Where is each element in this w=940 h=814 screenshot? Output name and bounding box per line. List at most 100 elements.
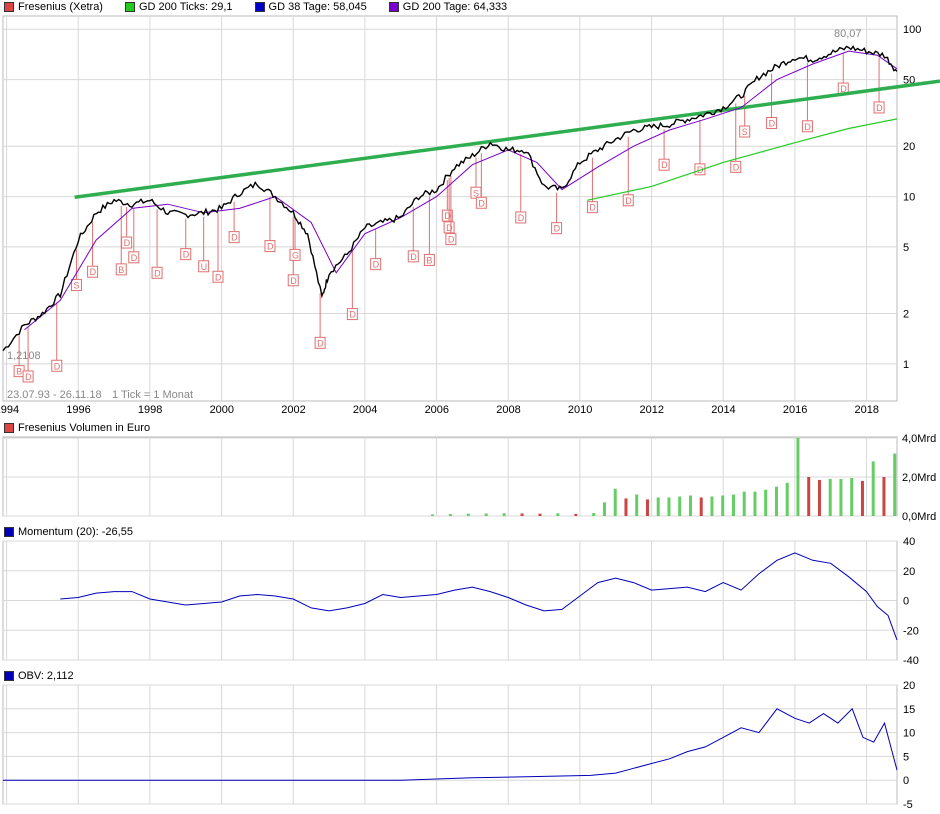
event-marker-box	[407, 250, 419, 263]
event-marker-box	[346, 308, 358, 321]
volume-bar	[430, 514, 434, 516]
event-marker-label: D	[876, 103, 883, 113]
event-marker-label: S	[473, 188, 479, 198]
momentum-y-tick-label: 20	[903, 566, 915, 578]
event-marker-label: D	[840, 84, 847, 94]
event-marker-label: B	[118, 265, 124, 275]
event-marker-label: D	[410, 252, 417, 262]
volume-bar	[774, 486, 778, 516]
volume-bar	[828, 478, 832, 516]
legend-item-gd200-ticks: GD 200 Ticks: 29,1	[124, 1, 233, 13]
legend-swatch-gd200-tage	[388, 2, 399, 12]
event-marker-label: G	[292, 250, 299, 260]
legend-label-price: Fresenius (Xetra)	[18, 1, 103, 13]
event-marker-label: D	[267, 242, 274, 252]
volume-bar	[817, 479, 821, 516]
event-marker-box	[212, 270, 224, 283]
legend-item-volume: Fresenius Volumen in Euro	[4, 422, 150, 434]
event-marker-box	[873, 101, 885, 114]
x-tick-label: 2012	[640, 404, 664, 416]
event-marker-label: D	[478, 198, 485, 208]
momentum-line	[60, 552, 898, 641]
legend-label-gd200-tage: GD 200 Tage: 64,333	[402, 1, 508, 13]
event-marker-box	[22, 370, 34, 383]
event-marker-box	[180, 248, 192, 261]
event-marker-box	[151, 266, 163, 279]
event-marker-box	[370, 258, 382, 271]
event-marker-box	[586, 201, 598, 214]
volume-bar	[466, 513, 470, 516]
event-marker-label: D	[215, 272, 222, 282]
legend-item-gd38: GD 38 Tage: 58,045	[254, 1, 367, 13]
event-marker-box	[87, 265, 99, 278]
tick-interval-label: 1 Tick = 1 Monat	[112, 389, 193, 401]
x-tick-label: 2004	[353, 404, 377, 416]
volume-bar	[699, 497, 703, 516]
event-marker-label: D	[154, 268, 161, 278]
event-marker-box	[51, 359, 63, 372]
legend-swatch-obv	[4, 671, 14, 681]
event-marker-box	[730, 160, 742, 173]
volume-bar	[850, 477, 854, 516]
event-marker-label: D	[769, 118, 776, 128]
price-low-label: 1,2108	[7, 350, 41, 362]
volume-bar	[678, 496, 682, 516]
event-marker-label: D	[446, 223, 453, 233]
volume-bar	[893, 453, 897, 516]
volume-bar	[484, 513, 488, 516]
volume-bar	[502, 513, 506, 516]
event-marker-label: D	[804, 122, 811, 132]
legend-label-gd200-ticks: GD 200 Ticks: 29,1	[138, 1, 233, 13]
obv-y-tick-label: 20	[903, 680, 915, 692]
event-marker-label: D	[518, 213, 525, 223]
gd38-line	[24, 50, 898, 331]
volume-bar	[667, 497, 671, 516]
volume-bar	[520, 513, 524, 516]
event-marker-box	[801, 120, 813, 133]
legend-item-price: Fresenius (Xetra)	[4, 1, 103, 13]
volume-y-tick-label: 2,0Mrd	[902, 472, 936, 484]
event-marker-box	[658, 158, 670, 171]
obv-panel: -5 0 5 10 15 20	[2, 680, 915, 811]
event-marker-label: B	[16, 367, 22, 377]
x-tick-label: 2008	[496, 404, 520, 416]
obv-y-tick-label: 5	[903, 751, 909, 763]
event-marker-box	[264, 240, 276, 253]
x-tick-label: 2000	[210, 404, 234, 416]
legend-swatch-price	[4, 2, 14, 12]
event-marker-box	[445, 233, 457, 246]
legend-swatch-gd200-ticks	[124, 2, 135, 12]
trendline	[74, 79, 940, 200]
volume-bar	[538, 513, 542, 516]
event-marker-box	[423, 253, 435, 266]
event-marker-label: S	[742, 127, 748, 137]
volume-bar	[613, 488, 617, 516]
x-tick-label: 2002	[281, 404, 305, 416]
volume-bar	[882, 477, 886, 516]
event-marker-box	[694, 163, 706, 176]
event-marker-label: D	[54, 361, 61, 371]
volume-bar	[635, 494, 639, 516]
volume-panel: 0,0Mrd 2,0Mrd 4,0Mrd	[2, 433, 936, 523]
event-marker-box	[766, 116, 778, 129]
x-tick-label: 2016	[783, 404, 807, 416]
price-y-tick-label: 2	[903, 309, 909, 321]
event-marker-label: D	[290, 276, 297, 286]
volume-bar	[574, 513, 578, 516]
obv-y-tick-label: -5	[903, 799, 913, 811]
obv-panel-frame	[2, 684, 898, 805]
x-tick-label: 2006	[425, 404, 449, 416]
price-panel: 1251020501001994199619982000200220042006…	[0, 15, 940, 416]
volume-bar	[860, 480, 864, 516]
volume-bar	[721, 495, 725, 516]
event-marker-label: D	[661, 160, 668, 170]
volume-bar	[592, 513, 596, 516]
x-tick-label: 1998	[138, 404, 162, 416]
event-marker-label: D	[589, 203, 596, 213]
event-marker-box	[622, 194, 634, 207]
legend-label-gd38: GD 38 Tage: 58,045	[268, 1, 367, 13]
momentum-panel: -40 -20 0 20 40	[2, 536, 919, 667]
legend-item-obv: OBV: 2,112	[4, 670, 74, 682]
volume-bar	[624, 498, 628, 516]
